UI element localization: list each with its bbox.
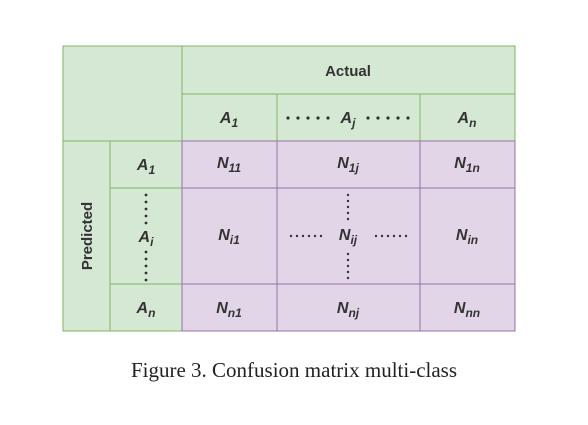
top-left-corner (62, 45, 183, 142)
cell-Nin (419, 187, 516, 285)
label-Nn1: Nn1 (216, 300, 242, 320)
cell-Ni1 (181, 187, 278, 285)
predicted-label: Predicted (79, 202, 96, 270)
row-i-dots-top (144, 193, 148, 225)
cell-Nnj (276, 283, 421, 332)
col-header-j (276, 93, 421, 142)
row-i-dots-bottom (144, 250, 148, 282)
col-label-n: An (457, 110, 477, 130)
col-j-dots-left (286, 116, 330, 120)
row-label-n: An (136, 300, 156, 320)
label-Nij: Nij (339, 227, 358, 247)
label-Ni1: Ni1 (218, 227, 240, 247)
cell-N11 (181, 140, 278, 189)
label-N1n: N1n (454, 155, 480, 175)
label-Nnj: Nnj (337, 300, 360, 320)
nij-dots-left (289, 234, 323, 238)
col-header-1 (181, 93, 278, 142)
actual-label: Actual (325, 63, 371, 80)
col-label-1: A1 (219, 110, 239, 130)
label-Nnn: Nnn (454, 300, 480, 320)
row-header-i (109, 187, 183, 285)
nij-dots-top (346, 193, 350, 221)
predicted-header-cell (62, 140, 111, 332)
label-N1j: N1j (337, 155, 359, 175)
row-label-1: A1 (136, 157, 156, 177)
cell-Nnn (419, 283, 516, 332)
cell-Nij (276, 187, 421, 285)
label-Nin: Nin (456, 227, 478, 247)
actual-header-cell (181, 45, 516, 95)
col-label-j: Aj (340, 110, 357, 130)
row-label-i: Ai (138, 229, 155, 249)
cell-N1n (419, 140, 516, 189)
col-j-dots-right (366, 116, 410, 120)
row-header-n (109, 283, 183, 332)
label-N11: N11 (217, 155, 241, 175)
nij-dots-right (374, 234, 408, 238)
nij-dots-bottom (346, 252, 350, 280)
cell-Nn1 (181, 283, 278, 332)
figure-caption: Figure 3. Confusion matrix multi-class (130, 358, 458, 382)
